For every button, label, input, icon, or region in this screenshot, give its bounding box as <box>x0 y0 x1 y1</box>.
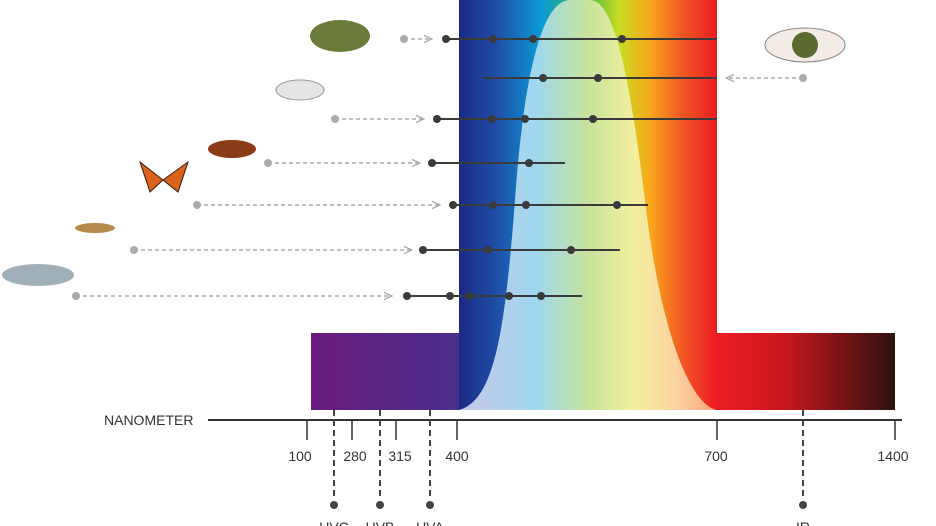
peak-dot <box>537 292 545 300</box>
butterfly <box>139 160 189 193</box>
peak-dot <box>433 115 441 123</box>
cockroach <box>208 140 256 158</box>
fish <box>2 264 74 286</box>
peak-dot <box>489 35 497 43</box>
peak-dot <box>529 35 537 43</box>
iris <box>792 32 818 58</box>
peak-dot <box>484 246 492 254</box>
tick-label: 1400 <box>877 448 908 464</box>
peak-dot <box>613 201 621 209</box>
band-label: UVB <box>366 519 395 526</box>
peak-dot <box>567 246 575 254</box>
tick-label: 400 <box>445 448 469 464</box>
ir-band <box>715 333 895 410</box>
band-dot <box>376 501 384 509</box>
tick-label: 100 <box>288 448 312 464</box>
peak-dot <box>449 201 457 209</box>
band-dot <box>330 501 338 509</box>
peak-dot <box>522 201 530 209</box>
peak-dot <box>446 292 454 300</box>
peak-dot <box>403 292 411 300</box>
peak-dot <box>618 35 626 43</box>
band-label: UVA <box>416 519 444 526</box>
gull <box>275 79 325 101</box>
peak-dot <box>539 74 547 82</box>
peak-dot <box>489 201 497 209</box>
band-label: UVC <box>319 519 349 526</box>
band-label: IR <box>796 519 810 526</box>
band-dot <box>799 501 807 509</box>
turtle <box>310 20 370 52</box>
tick-label: 700 <box>704 448 728 464</box>
uv-band <box>311 333 461 410</box>
mosquito <box>75 223 115 233</box>
axis-ticks: 100 280 315 400 700 1400 UVC UVB UVA IR <box>288 410 909 526</box>
peak-dot <box>428 159 436 167</box>
peak-dot <box>442 35 450 43</box>
band-dot <box>426 501 434 509</box>
animals <box>2 20 846 286</box>
tick-label: 280 <box>343 448 367 464</box>
peak-dot <box>521 115 529 123</box>
peak-dot <box>488 115 496 123</box>
receptor-rows <box>72 35 807 300</box>
peak-dot <box>525 159 533 167</box>
axis-title: NANOMETER <box>104 412 193 428</box>
peak-dot <box>419 246 427 254</box>
peak-dot <box>465 292 473 300</box>
peak-dot <box>594 74 602 82</box>
peak-dot <box>505 292 513 300</box>
tick-label: 315 <box>388 448 412 464</box>
peak-dot <box>589 115 597 123</box>
